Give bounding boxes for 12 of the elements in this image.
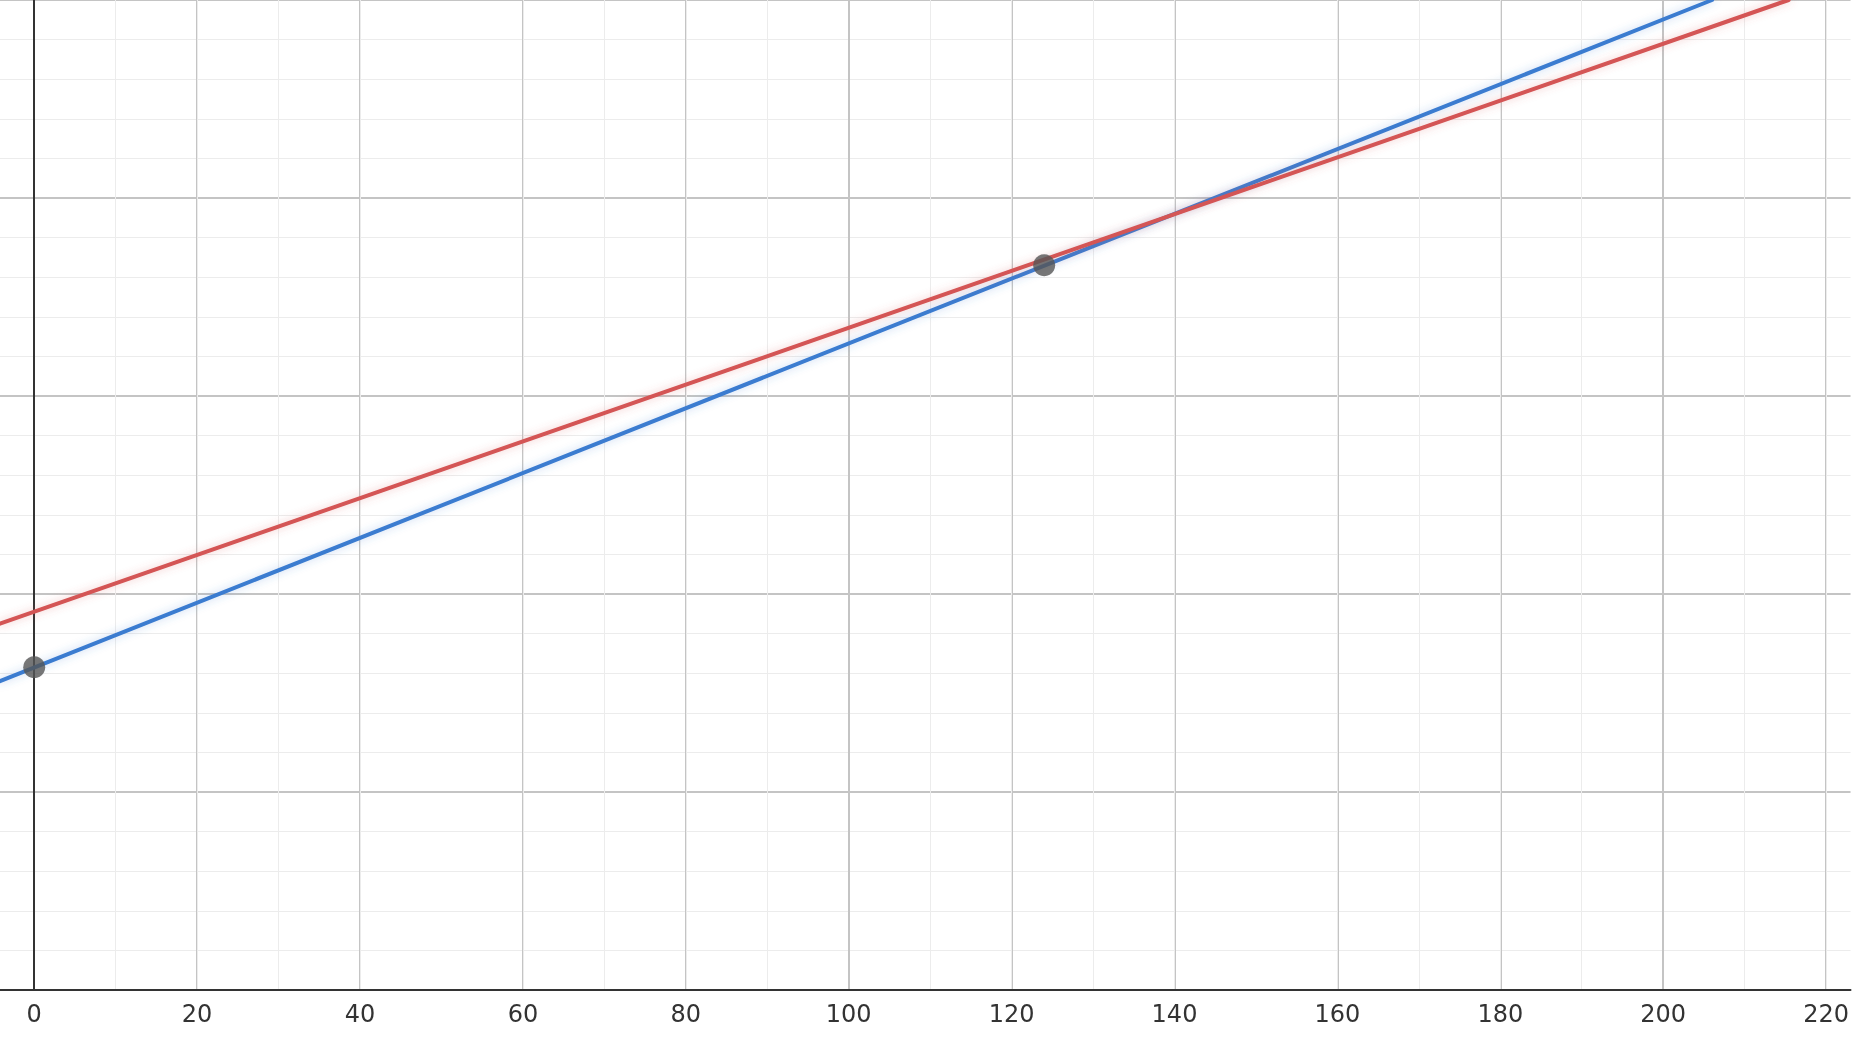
- x-tick-label: 160: [1314, 1000, 1361, 1028]
- x-tick-label: 220: [1803, 1000, 1849, 1028]
- x-tick-label: 60: [507, 1000, 539, 1028]
- x-tick-label: 200: [1640, 1000, 1687, 1028]
- x-tick-label: 180: [1477, 1000, 1524, 1028]
- x-tick-label: 40: [344, 1000, 376, 1028]
- x-tick-label: 20: [181, 1000, 213, 1028]
- x-tick-label: 80: [670, 1000, 702, 1028]
- x-tick-label: 120: [988, 1000, 1035, 1028]
- x-tick-label: 0: [26, 1000, 42, 1028]
- x-tick-label: 140: [1151, 1000, 1198, 1028]
- x-tick-label: 100: [825, 1000, 872, 1028]
